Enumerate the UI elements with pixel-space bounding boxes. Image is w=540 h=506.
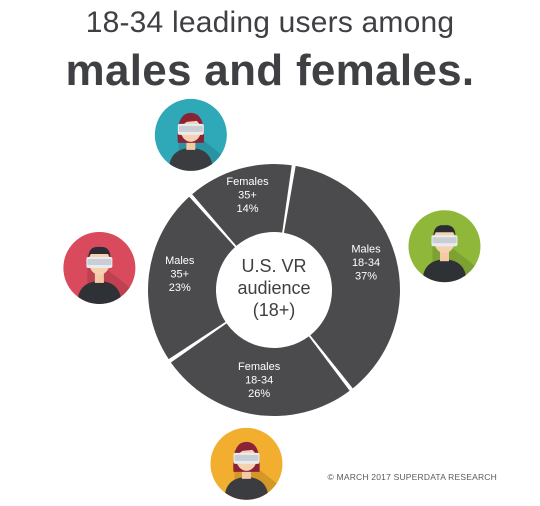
female-vr-user-icon xyxy=(154,98,227,171)
slice-label: Males 35+ 23% xyxy=(165,255,195,294)
donut-slice xyxy=(283,165,401,389)
slice-label: Females 35+ 14% xyxy=(226,176,269,215)
chart-title-line2: males and females. xyxy=(65,46,475,95)
center-label: U.S. VR audience (18+) xyxy=(237,256,310,320)
donut-slice xyxy=(170,323,350,417)
donut-slice xyxy=(192,164,292,246)
female-vr-user-icon xyxy=(210,427,283,500)
slice-label: Males 18-34 37% xyxy=(351,243,381,282)
chart-title-line1: 18-34 leading users among xyxy=(85,6,455,39)
slice-label: Females 18-34 26% xyxy=(238,361,281,400)
donut-center xyxy=(217,233,331,347)
male-vr-user-icon xyxy=(408,210,481,283)
donut-slice xyxy=(148,196,235,360)
male-vr-user-icon xyxy=(63,231,136,304)
source-credit: © MARCH 2017 SUPERDATA RESEARCH xyxy=(327,472,497,482)
